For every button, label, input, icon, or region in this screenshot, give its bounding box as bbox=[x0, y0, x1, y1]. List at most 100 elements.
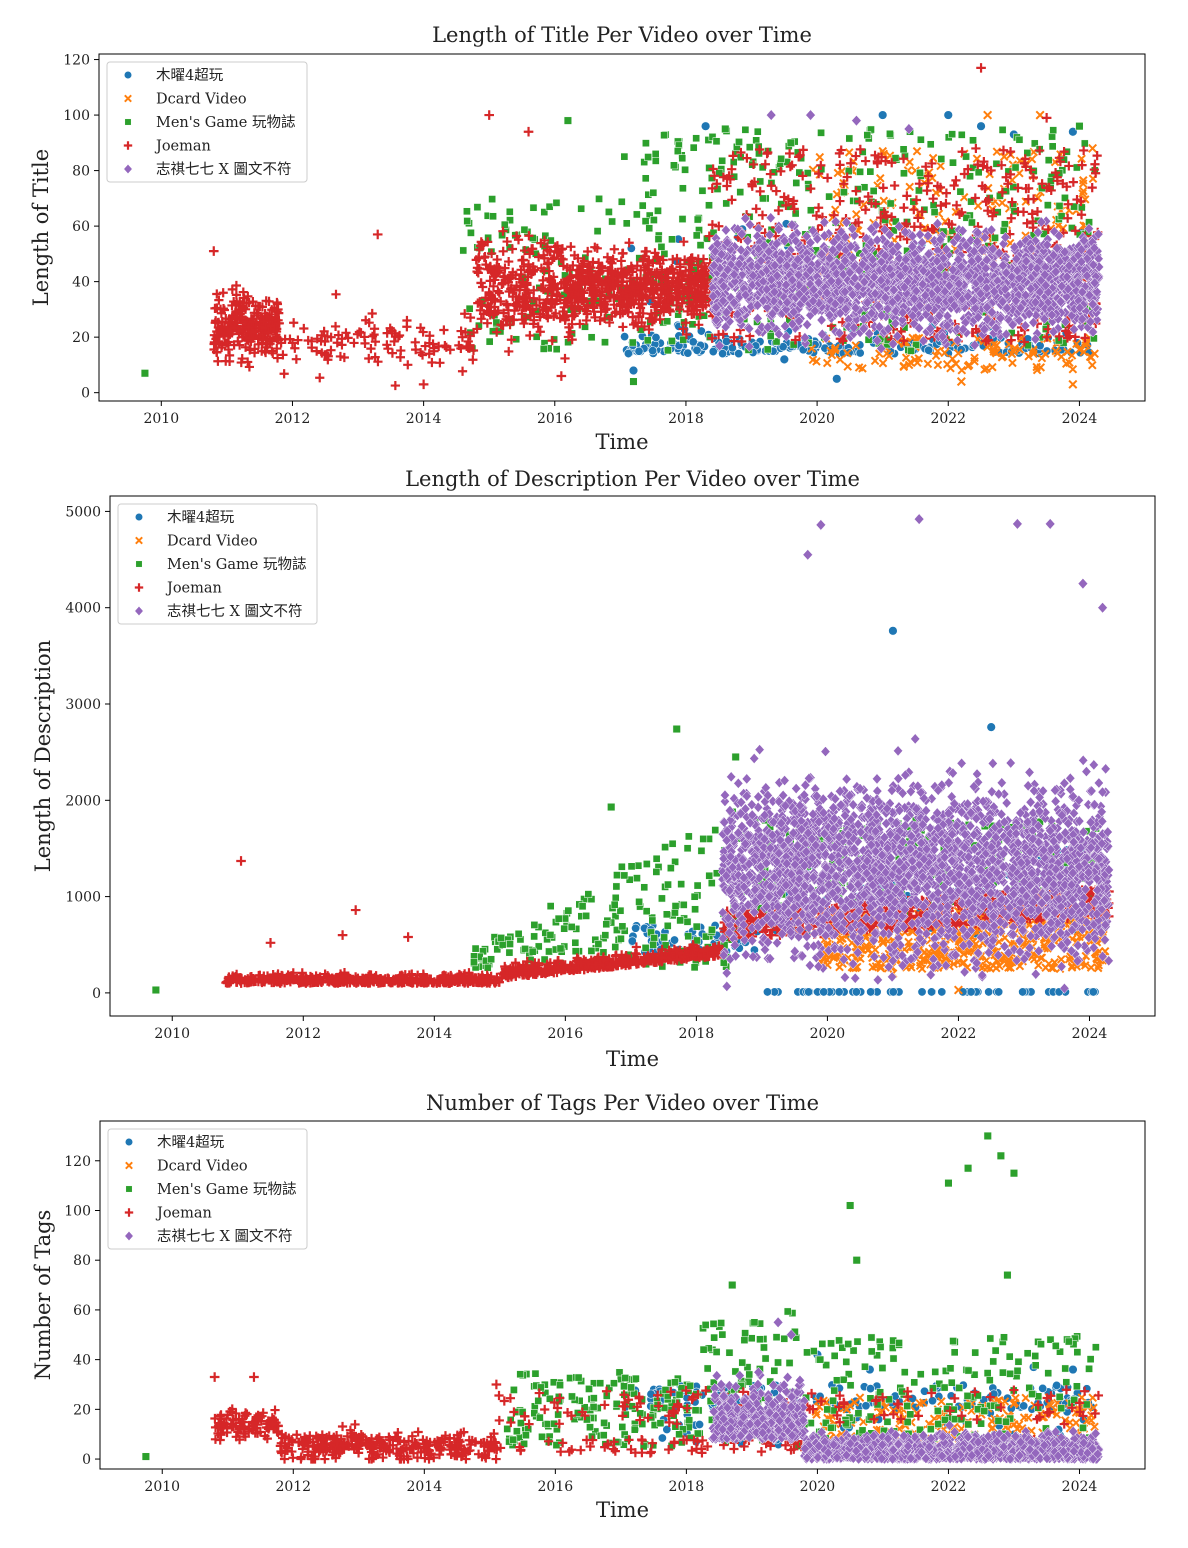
x-axis-label: Time bbox=[595, 430, 648, 454]
data-point bbox=[664, 318, 671, 325]
data-point bbox=[930, 154, 937, 161]
data-point bbox=[766, 213, 775, 223]
data-point bbox=[629, 339, 636, 346]
data-point bbox=[370, 324, 379, 333]
data-point bbox=[521, 226, 528, 233]
data-point bbox=[639, 202, 646, 209]
data-point-outlier bbox=[721, 125, 729, 133]
data-point bbox=[495, 288, 504, 297]
data-point bbox=[856, 168, 863, 175]
data-point bbox=[668, 236, 675, 243]
data-point-outlier bbox=[977, 122, 986, 131]
data-point bbox=[840, 189, 847, 196]
y-tick-label: 60 bbox=[72, 219, 90, 235]
data-point bbox=[924, 360, 931, 367]
y-tick-label: 40 bbox=[72, 275, 90, 291]
data-point bbox=[315, 373, 324, 382]
data-point bbox=[1081, 140, 1088, 147]
data-point bbox=[364, 354, 373, 363]
data-point bbox=[947, 365, 954, 372]
data-point-outlier bbox=[976, 63, 986, 73]
y-tick-label: 100 bbox=[63, 108, 90, 124]
data-point bbox=[467, 229, 474, 236]
data-point bbox=[280, 369, 289, 378]
data-point bbox=[934, 361, 941, 368]
data-point bbox=[650, 216, 657, 223]
data-point bbox=[621, 153, 628, 160]
data-point bbox=[880, 197, 887, 204]
data-point-outlier bbox=[419, 380, 429, 390]
data-point bbox=[530, 204, 537, 211]
data-point bbox=[642, 218, 649, 225]
data-point bbox=[693, 135, 700, 142]
data-point bbox=[648, 347, 656, 355]
data-point bbox=[212, 289, 221, 298]
data-point bbox=[435, 358, 444, 367]
data-point bbox=[299, 324, 308, 333]
data-point bbox=[458, 367, 467, 376]
data-point bbox=[292, 355, 301, 364]
data-point bbox=[871, 357, 878, 364]
data-point bbox=[633, 211, 640, 218]
legend-marker-thursday bbox=[124, 71, 132, 79]
data-point-outlier bbox=[564, 117, 572, 125]
data-point bbox=[835, 160, 844, 169]
data-point bbox=[709, 347, 717, 355]
data-point bbox=[938, 155, 945, 162]
data-point bbox=[684, 349, 692, 357]
data-point bbox=[870, 187, 877, 194]
data-point bbox=[1050, 127, 1057, 134]
data-point bbox=[623, 220, 630, 227]
data-point bbox=[594, 228, 601, 235]
y-axis-label: Length of Title bbox=[29, 149, 53, 306]
data-point bbox=[886, 130, 893, 137]
data-point bbox=[486, 338, 493, 345]
data-point-outlier bbox=[806, 110, 816, 121]
data-point bbox=[618, 198, 625, 205]
data-point bbox=[694, 216, 701, 223]
data-point bbox=[916, 169, 923, 176]
data-point bbox=[1002, 188, 1009, 195]
data-point bbox=[975, 169, 982, 176]
data-point bbox=[991, 234, 998, 241]
data-point bbox=[999, 199, 1006, 206]
data-point bbox=[764, 346, 771, 353]
data-point bbox=[746, 144, 753, 151]
data-point bbox=[1044, 202, 1051, 209]
data-point-outlier bbox=[787, 139, 795, 147]
data-point bbox=[610, 245, 619, 254]
data-point bbox=[924, 346, 932, 354]
data-point bbox=[388, 349, 397, 358]
data-point bbox=[463, 208, 470, 215]
data-point bbox=[245, 362, 254, 371]
data-point bbox=[322, 350, 331, 359]
data-point-outlier bbox=[852, 115, 862, 126]
data-point bbox=[814, 203, 823, 212]
data-point bbox=[853, 211, 860, 218]
data-point bbox=[699, 187, 706, 194]
data-point bbox=[533, 333, 540, 340]
data-point bbox=[823, 173, 832, 182]
data-point bbox=[679, 155, 686, 162]
data-point bbox=[679, 185, 686, 192]
data-point bbox=[1088, 183, 1097, 192]
data-point bbox=[368, 309, 377, 318]
data-point bbox=[999, 126, 1006, 133]
data-point-outlier bbox=[524, 127, 534, 137]
data-point bbox=[832, 206, 839, 213]
data-point bbox=[826, 193, 833, 200]
data-point bbox=[489, 195, 496, 202]
data-point bbox=[958, 131, 965, 138]
data-point bbox=[474, 204, 481, 211]
data-point bbox=[949, 159, 956, 166]
data-point-outlier bbox=[944, 111, 953, 120]
data-point bbox=[910, 222, 919, 231]
x-tick-label: 2022 bbox=[930, 411, 966, 427]
data-point bbox=[402, 316, 411, 325]
data-point bbox=[958, 367, 965, 374]
data-point bbox=[792, 210, 799, 217]
data-point-outlier bbox=[1069, 381, 1077, 389]
data-point bbox=[844, 363, 851, 370]
data-point bbox=[540, 345, 547, 352]
